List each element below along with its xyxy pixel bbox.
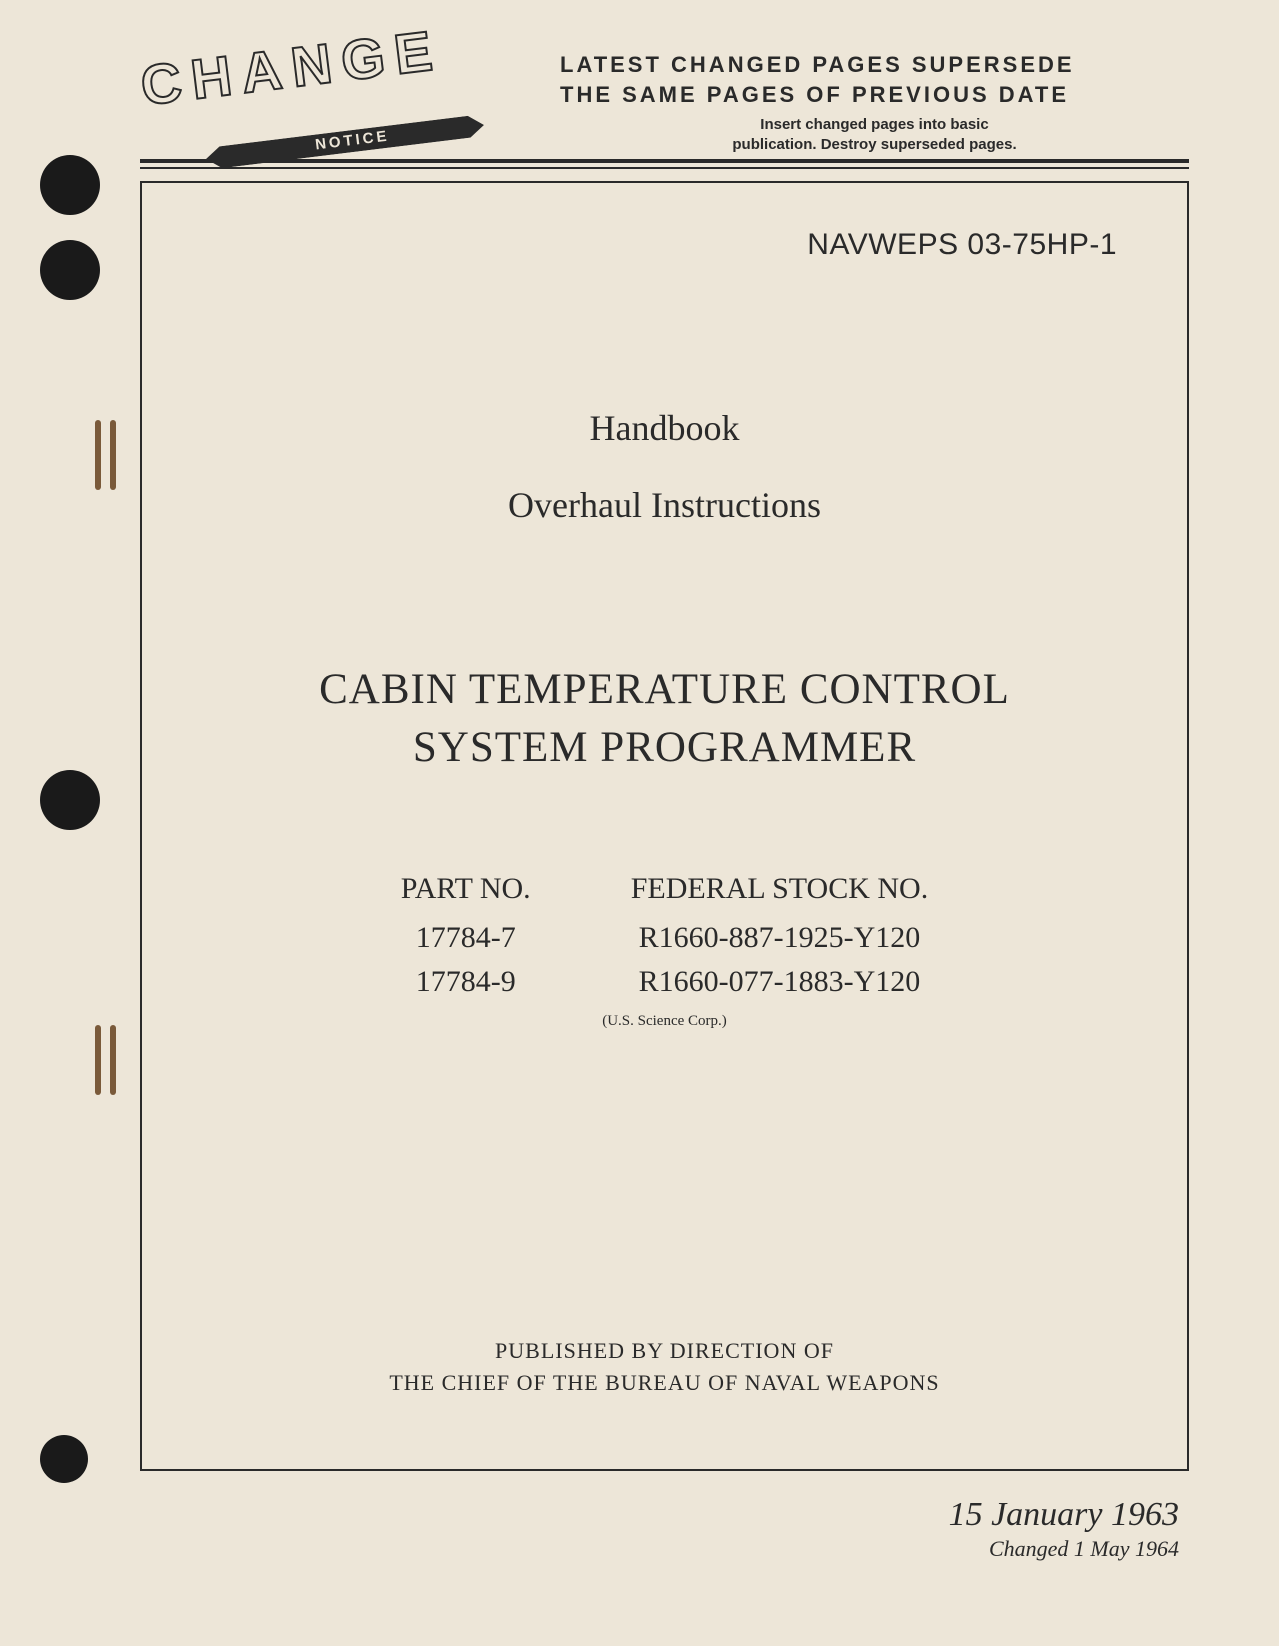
insert-instruction: Insert changed pages into basic publicat… [560, 115, 1189, 154]
horizontal-rule [140, 159, 1189, 169]
publication-date: 15 January 1963 [140, 1496, 1179, 1534]
published-line: THE CHIEF OF THE BUREAU OF NAVAL WEAPONS [389, 1370, 939, 1395]
part-value: 17784-9 [401, 960, 531, 1004]
published-line: PUBLISHED BY DIRECTION OF [495, 1338, 834, 1363]
part-header: PART NO. [401, 872, 531, 906]
insert-line: publication. Destroy superseded pages. [732, 136, 1016, 153]
footer-dates: 15 January 1963 Changed 1 May 1964 [140, 1496, 1189, 1562]
parts-table: PART NO. 17784-7 17784-9 FEDERAL STOCK N… [212, 872, 1117, 1003]
supersede-line: LATEST CHANGED PAGES SUPERSEDE [560, 52, 1075, 77]
title-frame: NAVWEPS 03-75HP-1 Handbook Overhaul Inst… [140, 181, 1189, 1471]
supersede-text: LATEST CHANGED PAGES SUPERSEDE THE SAME … [560, 50, 1189, 109]
published-by: PUBLISHED BY DIRECTION OF THE CHIEF OF T… [142, 1335, 1187, 1399]
document-id: NAVWEPS 03-75HP-1 [212, 228, 1117, 262]
changed-date: Changed 1 May 1964 [140, 1536, 1179, 1562]
corporation-note: (U.S. Science Corp.) [212, 1013, 1117, 1030]
change-word: CHANGE [137, 17, 445, 118]
supersede-line: THE SAME PAGES OF PREVIOUS DATE [560, 82, 1069, 107]
stock-number-column: FEDERAL STOCK NO. R1660-887-1925-Y120 R1… [631, 872, 929, 1003]
part-number-column: PART NO. 17784-7 17784-9 [401, 872, 531, 1003]
page: CHANGE NOTICE LATEST CHANGED PAGES SUPER… [0, 0, 1279, 1646]
part-value: 17784-7 [401, 916, 531, 960]
insert-line: Insert changed pages into basic [760, 116, 988, 133]
handbook-label: Handbook [212, 407, 1117, 449]
stock-value: R1660-077-1883-Y120 [631, 960, 929, 1004]
header-right: LATEST CHANGED PAGES SUPERSEDE THE SAME … [560, 40, 1189, 154]
stock-value: R1660-887-1925-Y120 [631, 916, 929, 960]
stock-header: FEDERAL STOCK NO. [631, 872, 929, 906]
main-title: CABIN TEMPERATURE CONTROL SYSTEM PROGRAM… [212, 661, 1117, 777]
change-notice-header: CHANGE NOTICE LATEST CHANGED PAGES SUPER… [140, 40, 1189, 169]
change-logo: CHANGE NOTICE [140, 40, 540, 155]
title-line: CABIN TEMPERATURE CONTROL [319, 666, 1010, 713]
subtitle: Overhaul Instructions [212, 484, 1117, 526]
title-line: SYSTEM PROGRAMMER [413, 724, 916, 771]
